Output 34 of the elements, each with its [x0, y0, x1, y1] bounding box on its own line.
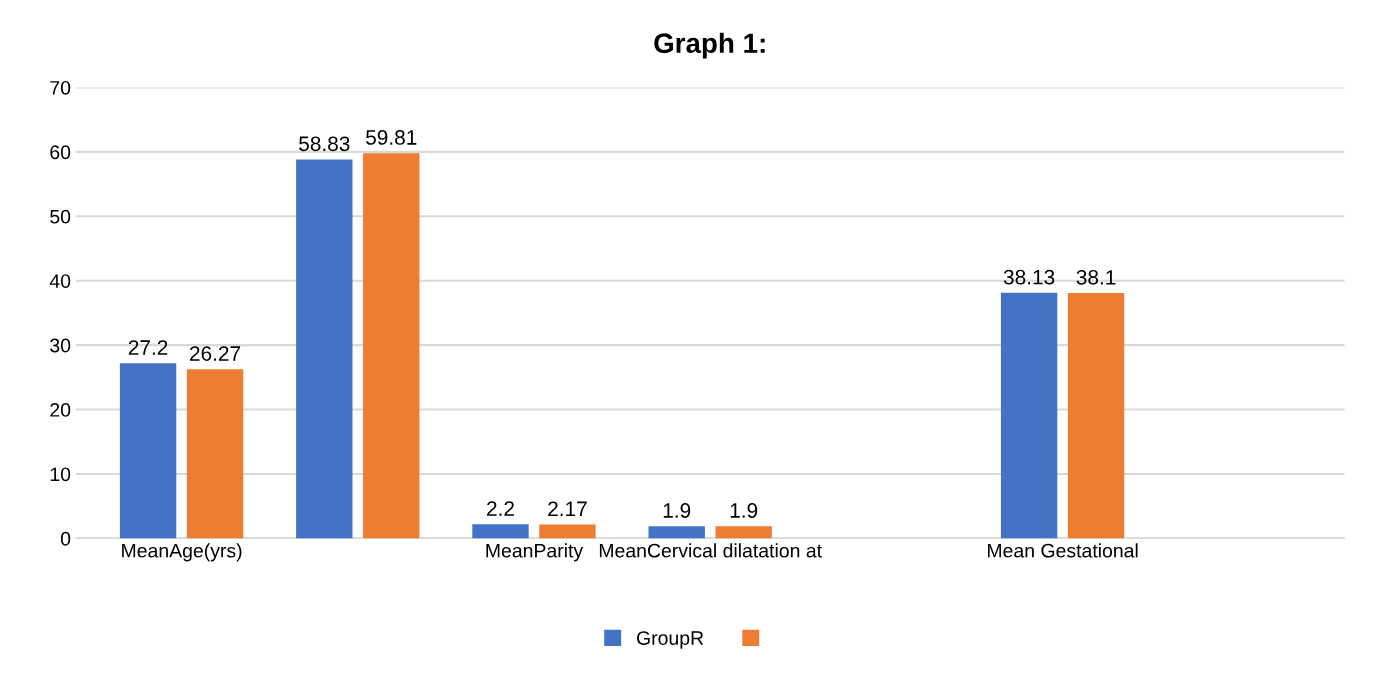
- data-label: 26.27: [190, 346, 241, 361]
- y-tick-label: 0: [60, 531, 71, 546]
- x-tick-label: MeanParity: [486, 543, 584, 562]
- data-label: 38.13: [1003, 269, 1055, 285]
- bar: [186, 369, 244, 539]
- y-tick-label: 30: [50, 338, 71, 353]
- legend-label: GroupR: [636, 631, 704, 649]
- y-tick-label: 60: [50, 145, 71, 160]
- data-label: 1.9: [663, 503, 691, 518]
- y-tick-label: 50: [50, 209, 71, 224]
- bar: [363, 153, 420, 539]
- bar: [648, 526, 705, 539]
- bar: [296, 159, 353, 539]
- y-tick-label: 40: [49, 274, 71, 288]
- x-tick-label: Mean Gestational: [987, 543, 1138, 558]
- chart-title: Graph 1:: [654, 32, 765, 59]
- data-label: 38.1: [1076, 269, 1116, 285]
- y-tick-label: 10: [50, 467, 71, 482]
- x-tick-label: MeanAge(yrs): [122, 543, 242, 562]
- bar: [715, 526, 772, 539]
- bar: [1067, 292, 1125, 539]
- data-label: 59.81: [366, 130, 417, 145]
- y-tick-label: 20: [50, 403, 71, 417]
- data-label: 58.83: [299, 136, 350, 152]
- data-label: 1.9: [730, 503, 758, 518]
- bar: [119, 363, 177, 539]
- data-label: 27.2: [128, 340, 168, 355]
- bar: [1000, 292, 1058, 539]
- bar: [539, 524, 596, 539]
- bar: [472, 524, 529, 539]
- data-label: 2.17: [548, 501, 587, 516]
- x-tick-label: MeanCervical dilatation at: [599, 543, 822, 558]
- y-tick-label: 70: [50, 80, 71, 95]
- data-label: 2.2: [487, 501, 514, 516]
